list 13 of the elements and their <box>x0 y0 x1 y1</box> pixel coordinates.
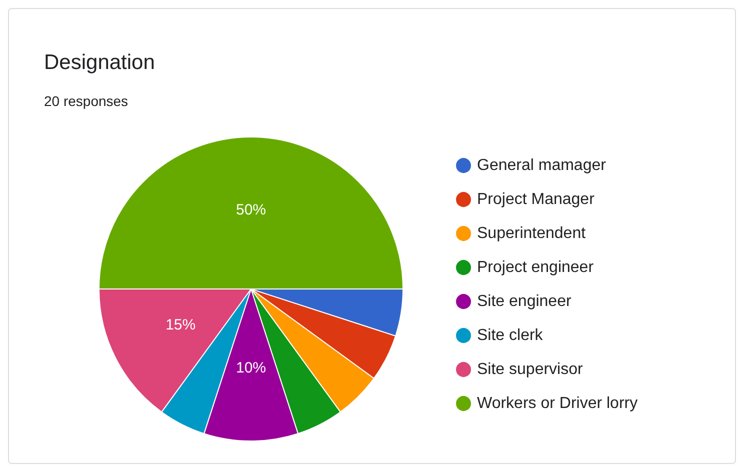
legend-label: Project engineer <box>477 259 594 276</box>
legend-label: Site engineer <box>477 293 572 310</box>
legend-label: Workers or Driver lorry <box>477 395 638 412</box>
legend-label: Project Manager <box>477 191 596 208</box>
data-label: 10% <box>236 360 266 376</box>
chart-title: Designation <box>44 51 155 74</box>
legend-label: Superintendent <box>477 225 586 242</box>
legend-label: Site clerk <box>477 327 544 344</box>
legend-label: Site supervisor <box>477 361 584 378</box>
data-label: 15% <box>166 316 196 334</box>
data-label: 50% <box>236 202 266 218</box>
legend-label: General mamager <box>477 157 607 174</box>
chart-subtitle: 20 responses <box>44 93 128 109</box>
